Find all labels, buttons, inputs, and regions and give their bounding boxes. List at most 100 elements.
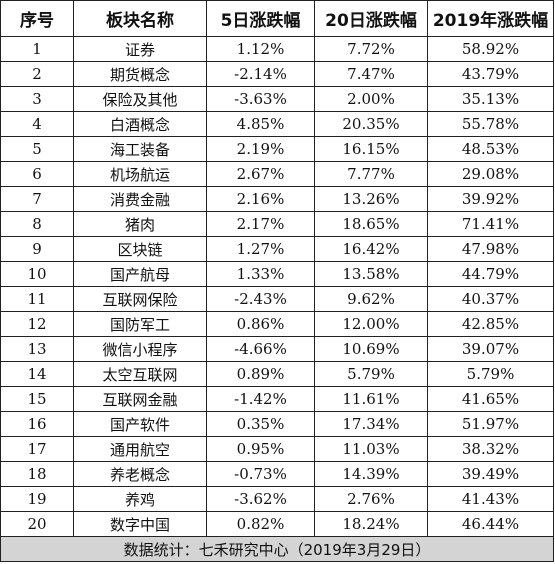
footer-row: 数据统计：七禾研究中心（2019年3月29日） — [0, 536, 554, 562]
cell-chg5: -3.63% — [206, 86, 315, 112]
cell-chg20: 13.26% — [314, 186, 428, 212]
cell-sector-name: 微信小程序 — [73, 336, 207, 362]
cell-chg-year: 39.49% — [427, 461, 554, 487]
cell-chg20: 5.79% — [314, 361, 428, 387]
cell-sector-name: 国防军工 — [73, 311, 207, 337]
cell-chg5: 1.12% — [206, 36, 315, 62]
cell-chg5: -2.43% — [206, 286, 315, 312]
cell-chg20: 18.65% — [314, 211, 428, 237]
cell-chg-year: 42.85% — [427, 311, 554, 337]
cell-chg20: 7.47% — [314, 61, 428, 87]
cell-chg5: 0.95% — [206, 436, 315, 462]
cell-chg5: 1.27% — [206, 236, 315, 262]
table-row: 18 养老概念 -0.73% 14.39% 39.49% — [0, 461, 554, 487]
cell-seq: 19 — [0, 486, 74, 512]
cell-sector-name: 数字中国 — [73, 511, 207, 537]
cell-chg20: 10.69% — [314, 336, 428, 362]
cell-sector-name: 国产航母 — [73, 261, 207, 287]
cell-chg-year: 46.44% — [427, 511, 554, 537]
table-row: 4 白酒概念 4.85% 20.35% 55.78% — [0, 111, 554, 137]
cell-chg20: 14.39% — [314, 461, 428, 487]
cell-chg20: 20.35% — [314, 111, 428, 137]
cell-seq: 2 — [0, 61, 74, 87]
cell-seq: 8 — [0, 211, 74, 237]
cell-chg-year: 35.13% — [427, 86, 554, 112]
cell-chg5: 0.35% — [206, 411, 315, 437]
table-body: 1 证券 1.12% 7.72% 58.92% 2 期货概念 -2.14% 7.47% 43.79… — [0, 36, 554, 537]
cell-chg20: 17.34% — [314, 411, 428, 437]
cell-seq: 9 — [0, 236, 74, 262]
table-row: 11 互联网保险 -2.43% 9.62% 40.37% — [0, 286, 554, 312]
table-row: 5 海工装备 2.19% 16.15% 48.53% — [0, 136, 554, 162]
table-row: 13 微信小程序 -4.66% 10.69% 39.07% — [0, 336, 554, 362]
table-row: 9 区块链 1.27% 16.42% 47.98% — [0, 236, 554, 262]
cell-sector-name: 白酒概念 — [73, 111, 207, 137]
cell-seq: 12 — [0, 311, 74, 337]
cell-sector-name: 保险及其他 — [73, 86, 207, 112]
cell-sector-name: 机场航运 — [73, 161, 207, 187]
table-row: 16 国产软件 0.35% 17.34% 51.97% — [0, 411, 554, 437]
cell-chg-year: 41.43% — [427, 486, 554, 512]
cell-chg5: 1.33% — [206, 261, 315, 287]
cell-chg-year: 38.32% — [427, 436, 554, 462]
cell-chg-year: 48.53% — [427, 136, 554, 162]
table-row: 20 数字中国 0.82% 18.24% 46.44% — [0, 511, 554, 537]
cell-sector-name: 猪肉 — [73, 211, 207, 237]
cell-chg5: 0.89% — [206, 361, 315, 387]
cell-chg5: -2.14% — [206, 61, 315, 87]
cell-chg-year: 47.98% — [427, 236, 554, 262]
table-row: 7 消费金融 2.16% 13.26% 39.92% — [0, 186, 554, 212]
cell-seq: 14 — [0, 361, 74, 387]
cell-sector-name: 国产软件 — [73, 411, 207, 437]
cell-sector-name: 互联网保险 — [73, 286, 207, 312]
data-source-note: 数据统计：七禾研究中心（2019年3月29日） — [0, 536, 554, 562]
cell-seq: 5 — [0, 136, 74, 162]
cell-seq: 4 — [0, 111, 74, 137]
cell-chg-year: 44.79% — [427, 261, 554, 287]
cell-chg20: 13.58% — [314, 261, 428, 287]
cell-chg20: 11.03% — [314, 436, 428, 462]
cell-chg-year: 40.37% — [427, 286, 554, 312]
cell-sector-name: 通用航空 — [73, 436, 207, 462]
cell-chg20: 16.42% — [314, 236, 428, 262]
cell-chg20: 11.61% — [314, 386, 428, 412]
cell-chg20: 2.00% — [314, 86, 428, 112]
cell-chg5: 2.67% — [206, 161, 315, 187]
cell-chg5: 2.17% — [206, 211, 315, 237]
cell-chg5: 2.16% — [206, 186, 315, 212]
cell-chg5: 4.85% — [206, 111, 315, 137]
cell-chg5: -4.66% — [206, 336, 315, 362]
table-row: 19 养鸡 -3.62% 2.76% 41.43% — [0, 486, 554, 512]
cell-seq: 7 — [0, 186, 74, 212]
cell-chg20: 18.24% — [314, 511, 428, 537]
cell-chg-year: 43.79% — [427, 61, 554, 87]
cell-chg-year: 41.65% — [427, 386, 554, 412]
table-row: 12 国防军工 0.86% 12.00% 42.85% — [0, 311, 554, 337]
cell-seq: 13 — [0, 336, 74, 362]
cell-seq: 20 — [0, 511, 74, 537]
cell-chg-year: 51.97% — [427, 411, 554, 437]
table-row: 10 国产航母 1.33% 13.58% 44.79% — [0, 261, 554, 287]
cell-chg-year: 5.79% — [427, 361, 554, 387]
cell-chg5: -3.62% — [206, 486, 315, 512]
header-chg20: 20日涨跌幅 — [314, 0, 428, 37]
cell-chg20: 2.76% — [314, 486, 428, 512]
header-seq: 序号 — [0, 0, 74, 37]
cell-sector-name: 区块链 — [73, 236, 207, 262]
table-row: 14 太空互联网 0.89% 5.79% 5.79% — [0, 361, 554, 387]
table-row: 15 互联网金融 -1.42% 11.61% 41.65% — [0, 386, 554, 412]
cell-sector-name: 太空互联网 — [73, 361, 207, 387]
cell-chg-year: 58.92% — [427, 36, 554, 62]
cell-seq: 3 — [0, 86, 74, 112]
cell-sector-name: 消费金融 — [73, 186, 207, 212]
cell-chg20: 7.72% — [314, 36, 428, 62]
table-row: 1 证券 1.12% 7.72% 58.92% — [0, 36, 554, 62]
cell-chg20: 9.62% — [314, 286, 428, 312]
cell-chg5: -0.73% — [206, 461, 315, 487]
table-row: 8 猪肉 2.17% 18.65% 71.41% — [0, 211, 554, 237]
table-row: 3 保险及其他 -3.63% 2.00% 35.13% — [0, 86, 554, 112]
cell-chg-year: 39.92% — [427, 186, 554, 212]
cell-chg20: 16.15% — [314, 136, 428, 162]
header-chg-year: 2019年涨跌幅 — [427, 0, 554, 37]
